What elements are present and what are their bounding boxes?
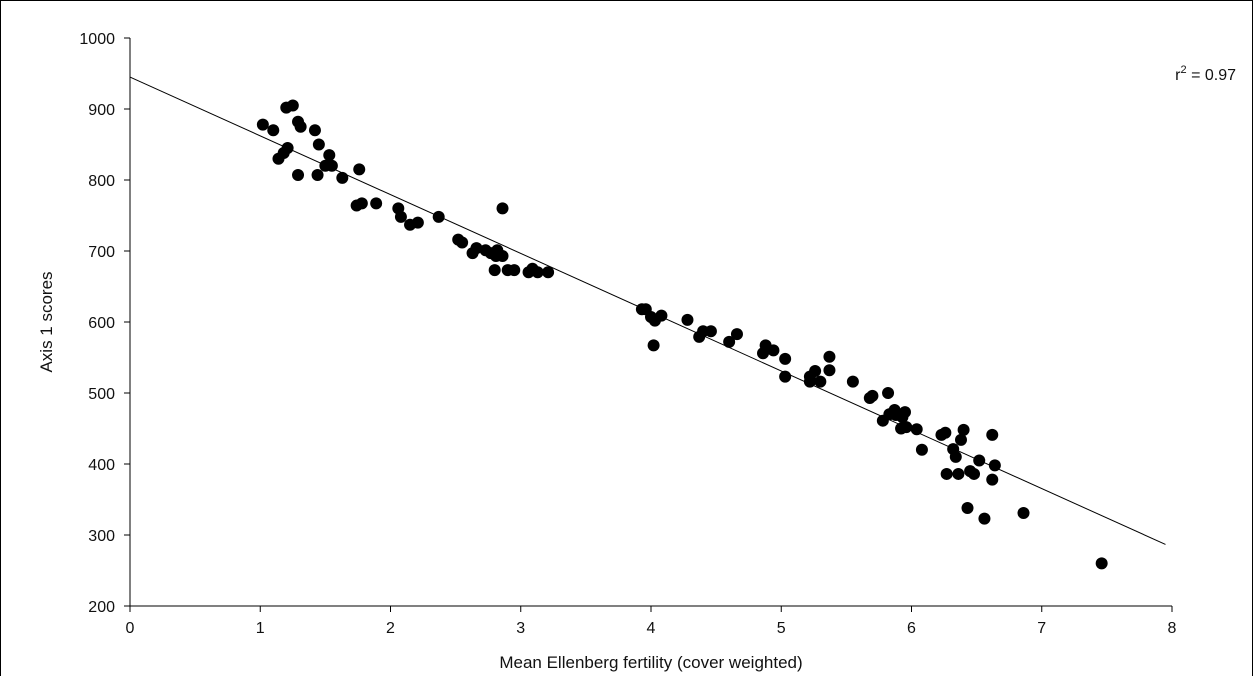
data-point	[1017, 506, 1030, 519]
data-point	[496, 202, 509, 215]
x-axis-title: Mean Ellenberg fertility (cover weighted…	[499, 653, 802, 672]
x-tick-label: 4	[647, 620, 656, 637]
r-squared-superscript: 2	[1181, 64, 1187, 76]
data-point	[779, 352, 792, 365]
data-point	[647, 339, 660, 352]
data-point	[961, 502, 974, 515]
x-tick-label: 5	[777, 620, 786, 637]
data-point	[542, 266, 555, 279]
data-point	[986, 428, 999, 441]
data-point	[910, 423, 923, 436]
data-point	[432, 210, 445, 223]
data-point	[294, 120, 307, 133]
data-point	[267, 124, 280, 137]
y-ticks: 200 300 400 500 600 700 800 900 1000	[79, 31, 130, 616]
data-points	[256, 99, 1108, 570]
data-point	[508, 264, 521, 277]
data-point	[311, 169, 324, 182]
data-point	[411, 216, 424, 229]
data-point	[954, 433, 967, 446]
data-point	[681, 313, 694, 326]
data-point	[286, 99, 299, 112]
data-point	[336, 171, 349, 184]
data-point	[978, 512, 991, 525]
y-tick-label: 1000	[79, 31, 115, 48]
data-point	[814, 375, 827, 388]
data-point	[325, 159, 338, 172]
data-point	[355, 197, 368, 210]
data-point	[488, 264, 501, 277]
data-point	[312, 138, 325, 151]
x-tick-label: 8	[1168, 620, 1177, 637]
data-point	[898, 406, 911, 419]
y-axis-title: Axis 1 scores	[37, 271, 56, 372]
data-point	[952, 467, 965, 480]
data-point	[308, 124, 321, 137]
data-point	[823, 350, 836, 363]
r-squared-annotation: r2 = 0.97	[1175, 64, 1236, 84]
data-point	[823, 364, 836, 377]
data-point	[809, 364, 822, 377]
data-point	[866, 389, 879, 402]
x-ticks: 0 1 2 3 4 5 6 7 8	[126, 606, 1177, 637]
x-tick-label: 2	[386, 620, 395, 637]
data-point	[470, 242, 483, 255]
data-point	[767, 344, 780, 357]
data-point	[957, 423, 970, 436]
x-tick-label: 1	[256, 620, 265, 637]
data-point	[353, 163, 366, 176]
data-point	[900, 421, 913, 434]
y-tick-label: 700	[88, 244, 115, 261]
data-point	[949, 450, 962, 463]
data-point	[846, 375, 859, 388]
data-point	[915, 443, 928, 456]
y-tick-label: 600	[88, 315, 115, 332]
data-point	[940, 467, 953, 480]
data-point	[281, 142, 294, 155]
data-point	[939, 426, 952, 439]
x-tick-label: 7	[1037, 620, 1046, 637]
data-point	[456, 236, 469, 249]
x-tick-label: 6	[907, 620, 916, 637]
data-point	[779, 370, 792, 383]
y-tick-label: 800	[88, 173, 115, 190]
data-point	[323, 149, 336, 162]
data-point	[704, 325, 717, 338]
y-tick-label: 900	[88, 102, 115, 119]
data-point	[394, 210, 407, 223]
data-point	[531, 266, 544, 279]
data-point	[730, 328, 743, 341]
y-tick-label: 200	[88, 599, 115, 616]
data-point	[882, 387, 895, 399]
data-point	[496, 249, 509, 262]
data-point	[973, 454, 986, 467]
data-point	[256, 118, 269, 131]
data-point	[988, 459, 1001, 472]
y-tick-label: 300	[88, 528, 115, 545]
data-point	[370, 197, 383, 210]
r-squared-base: r	[1175, 67, 1181, 84]
data-point	[1095, 557, 1108, 570]
axes: 0 1 2 3 4 5 6 7 8 200 300 400 500 600 700 800 900 1000	[79, 31, 1176, 637]
x-tick-label: 3	[516, 620, 525, 637]
r-squared-value: = 0.97	[1187, 67, 1236, 84]
data-point	[723, 335, 736, 348]
data-point	[968, 467, 981, 480]
data-point	[655, 309, 668, 322]
data-point	[986, 473, 999, 486]
y-tick-label: 400	[88, 457, 115, 474]
y-tick-label: 500	[88, 386, 115, 403]
data-point	[292, 169, 305, 182]
x-tick-label: 0	[126, 620, 135, 637]
